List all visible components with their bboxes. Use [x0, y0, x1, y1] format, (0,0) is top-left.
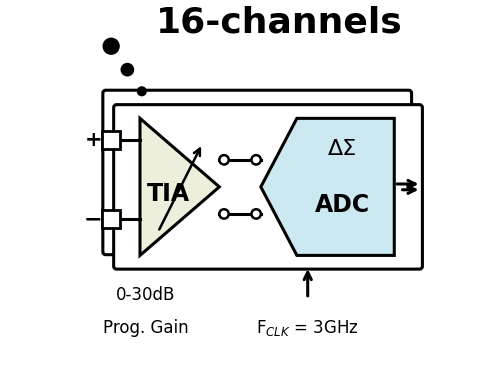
Text: 0-30dB: 0-30dB	[116, 286, 175, 304]
Bar	[102, 131, 120, 149]
Text: ΔΣ: ΔΣ	[328, 139, 356, 159]
Text: Prog. Gain: Prog. Gain	[102, 319, 188, 337]
Circle shape	[120, 63, 134, 77]
Text: 16-channels: 16-channels	[156, 6, 402, 40]
Text: +: +	[84, 130, 102, 150]
Text: −: −	[84, 210, 102, 229]
Bar	[102, 210, 120, 228]
Circle shape	[220, 209, 228, 219]
Text: F$_{CLK}$ = 3GHz: F$_{CLK}$ = 3GHz	[256, 318, 359, 338]
Circle shape	[102, 38, 120, 55]
FancyBboxPatch shape	[114, 105, 422, 269]
Text: TIA: TIA	[148, 182, 190, 206]
Circle shape	[252, 155, 261, 165]
Polygon shape	[140, 118, 220, 256]
Circle shape	[252, 209, 261, 219]
Text: ADC: ADC	[314, 193, 370, 217]
Polygon shape	[261, 118, 394, 256]
Circle shape	[136, 86, 147, 96]
FancyBboxPatch shape	[103, 90, 412, 255]
Circle shape	[220, 155, 228, 165]
